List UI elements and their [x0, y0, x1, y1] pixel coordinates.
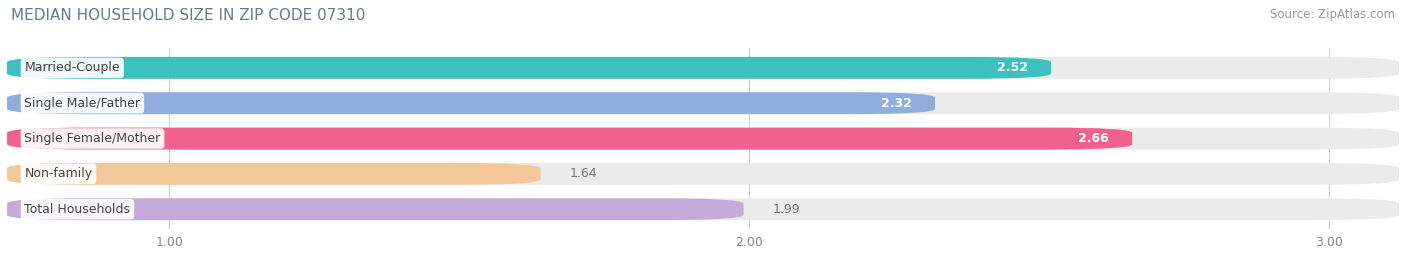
FancyBboxPatch shape — [7, 198, 744, 220]
Text: 2.32: 2.32 — [882, 97, 911, 110]
Text: MEDIAN HOUSEHOLD SIZE IN ZIP CODE 07310: MEDIAN HOUSEHOLD SIZE IN ZIP CODE 07310 — [11, 8, 366, 23]
FancyBboxPatch shape — [7, 128, 1399, 150]
FancyBboxPatch shape — [7, 163, 1399, 185]
Text: Non-family: Non-family — [24, 167, 93, 180]
Text: Married-Couple: Married-Couple — [24, 61, 120, 74]
FancyBboxPatch shape — [7, 92, 1399, 114]
FancyBboxPatch shape — [7, 198, 1399, 220]
Text: 1.64: 1.64 — [569, 167, 598, 180]
Text: 2.66: 2.66 — [1078, 132, 1109, 145]
FancyBboxPatch shape — [7, 163, 540, 185]
FancyBboxPatch shape — [7, 128, 1132, 150]
Text: 2.52: 2.52 — [997, 61, 1028, 74]
FancyBboxPatch shape — [7, 57, 1399, 79]
Text: Single Female/Mother: Single Female/Mother — [24, 132, 160, 145]
Text: Single Male/Father: Single Male/Father — [24, 97, 141, 110]
Text: 1.99: 1.99 — [773, 203, 800, 216]
Text: Source: ZipAtlas.com: Source: ZipAtlas.com — [1270, 8, 1395, 21]
FancyBboxPatch shape — [7, 92, 935, 114]
Text: Total Households: Total Households — [24, 203, 131, 216]
FancyBboxPatch shape — [7, 57, 1052, 79]
